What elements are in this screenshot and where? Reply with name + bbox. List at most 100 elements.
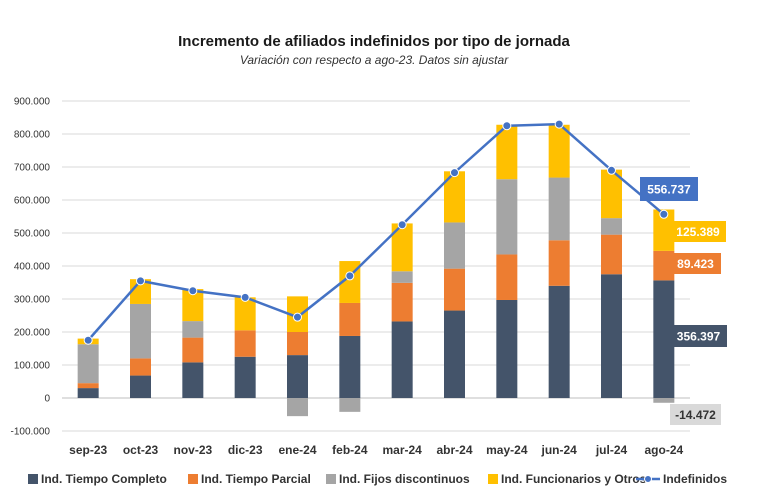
legend-marker: [644, 475, 652, 483]
bar-segment: [548, 177, 570, 241]
y-tick-label: 300.000: [14, 295, 51, 306]
bar-segment: [444, 222, 465, 269]
chart-title: Incremento de afiliados indefinidos por …: [178, 33, 570, 50]
callout-box: [670, 221, 726, 242]
bar-segment: [601, 274, 622, 398]
callout-label: 356.397: [677, 329, 721, 343]
bar-segment: [77, 388, 99, 398]
bar-segment: [548, 285, 570, 398]
legend-swatch: [326, 474, 336, 484]
bar-segment: [339, 335, 361, 398]
line-point: [659, 209, 669, 219]
bar-segment: [548, 240, 570, 286]
bar-segment: [287, 398, 308, 417]
callout-label: 125.389: [676, 225, 720, 239]
bar-segment: [287, 355, 308, 398]
y-tick-label: 900.000: [14, 97, 51, 108]
gridlines: [62, 100, 690, 432]
line-point: [607, 165, 616, 175]
y-tick-label: 100.000: [14, 361, 51, 372]
bar-segment: [391, 271, 413, 283]
bar-segment: [130, 358, 151, 376]
legend-swatch: [188, 474, 198, 484]
bar-segment: [653, 250, 675, 281]
legend-label: Indefinidos: [663, 472, 727, 486]
line-point: [345, 271, 355, 281]
legend: Ind. Tiempo Completo Ind. Tiempo Parcial I…: [28, 472, 727, 486]
line-point: [502, 121, 512, 131]
bar-segment: [77, 383, 99, 389]
bar-segment: [182, 362, 204, 398]
x-tick-label: jun-24: [540, 443, 577, 457]
bar-segment: [391, 282, 413, 322]
bar-segment: [653, 209, 675, 251]
x-tick-label: feb-24: [332, 443, 368, 457]
callouts: 556.737 125.389 89.423 356.397 -14.472: [640, 177, 727, 425]
bar-segment: [496, 179, 518, 255]
x-tick-label: oct-23: [123, 443, 159, 457]
bar-segment: [391, 223, 413, 272]
callout-box: [640, 177, 698, 201]
line-point: [293, 312, 302, 322]
callout-label: -14.472: [675, 408, 716, 422]
x-tick-label: ago-24: [644, 443, 683, 457]
bar-segment: [182, 337, 204, 363]
bar-segment: [339, 302, 361, 336]
bar-segment: [130, 375, 151, 398]
callout-box: [670, 325, 727, 347]
callout-label: 89.423: [677, 257, 714, 271]
y-tick-label: 500.000: [14, 229, 51, 240]
y-axis: -100.000 0 100.000 200.000 300.000 400.000 500…: [11, 97, 51, 438]
bar-segment: [287, 332, 308, 356]
bar-segment: [548, 124, 570, 178]
x-tick-label: sep-23: [69, 443, 107, 457]
line-path: [87, 122, 665, 342]
bar-segment: [496, 254, 518, 300]
bar-segment: [444, 171, 465, 223]
line-point: [450, 168, 459, 178]
bar-segment: [339, 398, 361, 412]
line-point: [83, 335, 93, 345]
x-tick-label: abr-24: [436, 443, 472, 457]
x-tick-label: may-24: [486, 443, 528, 457]
line-series: [83, 119, 669, 345]
chart-subtitle: Variación con respecto a ago-23. Datos s…: [240, 53, 509, 67]
y-tick-label: 400.000: [14, 262, 51, 273]
y-tick-label: 0: [44, 394, 50, 405]
y-tick-label: 700.000: [14, 163, 51, 174]
callout-box: [670, 404, 721, 425]
legend-label: Ind. Tiempo Parcial: [201, 472, 311, 486]
x-tick-label: dic-23: [228, 443, 263, 457]
bar-segment: [444, 268, 465, 311]
line-point: [136, 276, 145, 286]
bar-segment: [601, 218, 622, 235]
legend-swatch: [28, 474, 38, 484]
bar-segment: [234, 297, 256, 331]
bar-segment: [444, 310, 465, 398]
bar-segment: [182, 289, 204, 322]
x-axis: sep-23 oct-23 nov-23 dic-23 ene-24 feb-24 mar-…: [69, 443, 683, 457]
bar-segment: [130, 303, 151, 359]
x-tick-label: jul-24: [595, 443, 628, 457]
bar-segment: [601, 234, 622, 275]
callout-box: [670, 253, 721, 274]
x-tick-label: mar-24: [382, 443, 422, 457]
x-tick-label: ene-24: [278, 443, 316, 457]
legend-swatch: [488, 474, 498, 484]
y-tick-label: 200.000: [14, 328, 51, 339]
legend-label: Ind. Funcionarios y Otros: [501, 472, 647, 486]
bar-segment: [234, 356, 256, 398]
legend-label: Ind. Tiempo Completo: [41, 472, 167, 486]
line-point: [240, 292, 250, 302]
line-point: [397, 220, 407, 230]
bar-segment: [601, 169, 622, 219]
bars: [77, 124, 675, 417]
y-tick-label: 600.000: [14, 196, 51, 207]
bar-segment: [496, 299, 518, 398]
line-point: [554, 119, 564, 129]
bar-segment: [653, 398, 675, 403]
bar-segment: [653, 280, 675, 398]
y-tick-label: 800.000: [14, 130, 51, 141]
bar-segment: [391, 321, 413, 398]
